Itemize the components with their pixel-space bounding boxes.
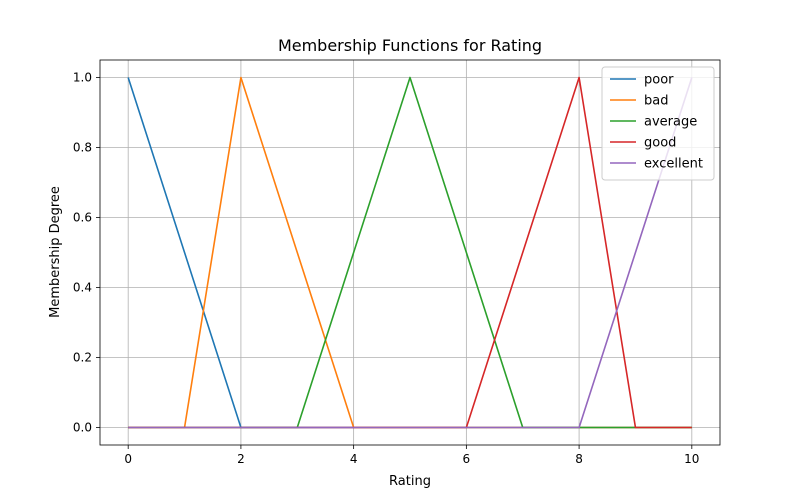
axis-ticks: 0 2 4 6 8 10 0.0 0.2 0.4 0.6 0.8 1.0 — [73, 71, 700, 467]
legend-label-excellent: excellent — [644, 157, 703, 172]
x-tick-label: 10 — [684, 452, 699, 466]
legend-label-poor: poor — [644, 73, 674, 88]
x-tick-label: 6 — [463, 452, 471, 466]
legend-label-good: good — [644, 136, 676, 151]
x-tick-label: 4 — [350, 452, 358, 466]
y-tick-label: 0.2 — [73, 351, 92, 365]
series-group — [127, 76, 693, 429]
legend-label-average: average — [644, 115, 697, 130]
legend-label-bad: bad — [644, 94, 668, 109]
y-tick-label: 1.0 — [73, 71, 92, 85]
x-tick-label: 0 — [124, 452, 132, 466]
y-tick-label: 0.0 — [73, 421, 92, 435]
y-tick-label: 0.6 — [73, 211, 92, 225]
legend-box — [601, 66, 715, 181]
x-tick-label: 2 — [237, 452, 245, 466]
y-tick-label: 0.8 — [73, 141, 92, 155]
y-tick-label: 0.4 — [73, 281, 92, 295]
plot-frame — [99, 59, 721, 446]
y-axis-label: Membership Degree — [48, 186, 63, 318]
chart-title: Membership Functions for Rating — [278, 36, 542, 55]
series-line-excellent — [128, 77, 693, 429]
x-axis-label: Rating — [389, 474, 431, 489]
x-tick-label: 8 — [575, 452, 583, 466]
legend: poor bad average good excellent — [601, 66, 715, 181]
